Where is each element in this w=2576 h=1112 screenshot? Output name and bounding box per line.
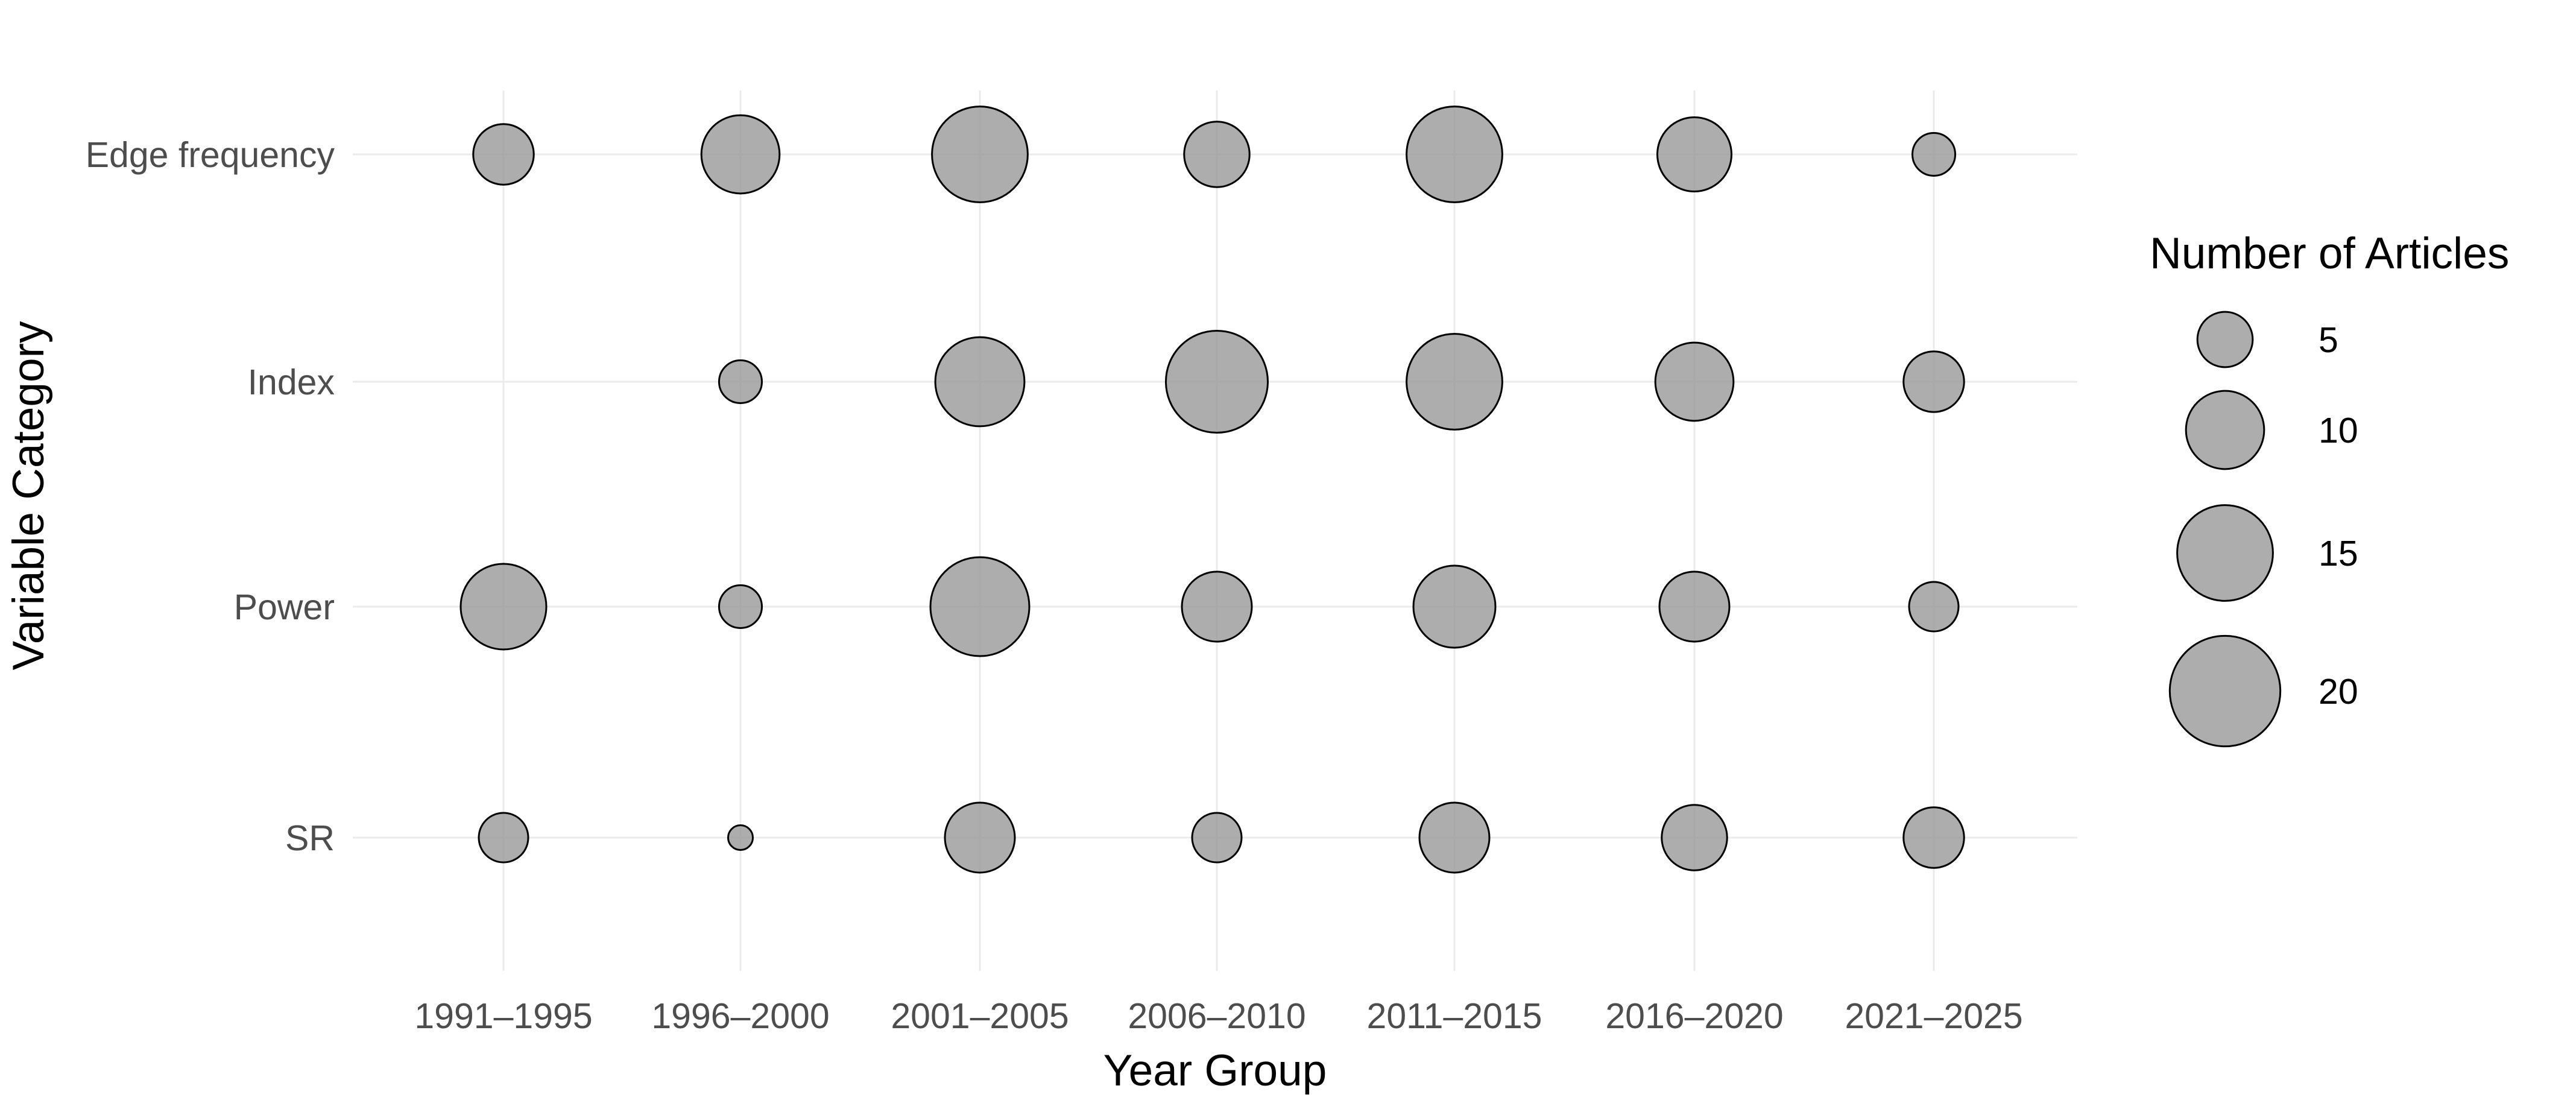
x-tick-label: 2001–2005 bbox=[891, 996, 1069, 1036]
bubble-point bbox=[459, 563, 548, 651]
y-axis-tick-labels: Edge frequency Index Power SR bbox=[86, 135, 335, 858]
x-tick-label: 2021–2025 bbox=[1845, 996, 2022, 1036]
legend-title: Number of Articles bbox=[2150, 229, 2509, 278]
bubble-point bbox=[1164, 329, 1269, 434]
x-axis-title: Year Group bbox=[1103, 1046, 1327, 1095]
bubble-point bbox=[718, 359, 763, 405]
y-axis-title: Variable Category bbox=[4, 321, 53, 670]
legend-key-label: 10 bbox=[2319, 411, 2358, 450]
x-axis-tick-labels: 1991–1995 1996–2000 2001–2005 2006–2010 2011… bbox=[414, 996, 2022, 1036]
bubble-point bbox=[1406, 106, 1503, 203]
legend-key-label: 5 bbox=[2319, 320, 2338, 360]
legend-key-bubble bbox=[2196, 311, 2254, 368]
bubble-point bbox=[1902, 806, 1965, 869]
x-tick-label: 2006–2010 bbox=[1128, 996, 1305, 1036]
bubble-point bbox=[1654, 341, 1735, 422]
bubble-point bbox=[1183, 121, 1251, 188]
legend-key-bubble bbox=[2176, 504, 2274, 602]
bubble-point bbox=[1191, 812, 1243, 864]
bubble-point bbox=[1658, 570, 1731, 643]
bubble-point bbox=[1902, 350, 1965, 413]
y-tick-label: Power bbox=[234, 587, 335, 627]
bubbles bbox=[459, 106, 1965, 874]
x-tick-label: 2016–2020 bbox=[1605, 996, 1783, 1036]
bubble-point bbox=[1412, 564, 1497, 649]
bubble-point bbox=[700, 114, 781, 195]
bubble-point bbox=[1406, 333, 1503, 431]
legend-key-label: 15 bbox=[2319, 534, 2358, 573]
bubble-point bbox=[472, 123, 535, 186]
bubble-point bbox=[944, 801, 1016, 874]
x-tick-label: 1996–2000 bbox=[651, 996, 829, 1036]
bubble-point bbox=[727, 824, 754, 851]
y-tick-label: Index bbox=[248, 362, 335, 402]
x-tick-label: 1991–1995 bbox=[414, 996, 592, 1036]
bubble-point bbox=[1908, 581, 1960, 633]
legend: Number of Articles 5 10 15 20 bbox=[2150, 229, 2509, 748]
bubble-point bbox=[478, 812, 529, 864]
legend-key-bubble bbox=[2168, 634, 2282, 748]
bubble-point bbox=[1661, 804, 1728, 871]
legend-key-label: 20 bbox=[2319, 672, 2358, 712]
bubble-point bbox=[934, 336, 1026, 428]
legend-key-bubble bbox=[2185, 390, 2265, 470]
y-tick-label: SR bbox=[285, 818, 335, 858]
bubble-point bbox=[929, 556, 1031, 657]
bubble-point bbox=[718, 584, 763, 630]
x-tick-label: 2011–2015 bbox=[1367, 996, 1542, 1036]
bubble-point bbox=[1911, 131, 1957, 177]
bubble-point bbox=[1181, 570, 1253, 643]
bubble-point bbox=[1418, 801, 1491, 874]
bubble-point bbox=[931, 106, 1029, 203]
legend-keys: 5 10 15 20 bbox=[2168, 311, 2358, 748]
y-tick-label: Edge frequency bbox=[86, 135, 335, 175]
bubble-point bbox=[1656, 116, 1732, 192]
